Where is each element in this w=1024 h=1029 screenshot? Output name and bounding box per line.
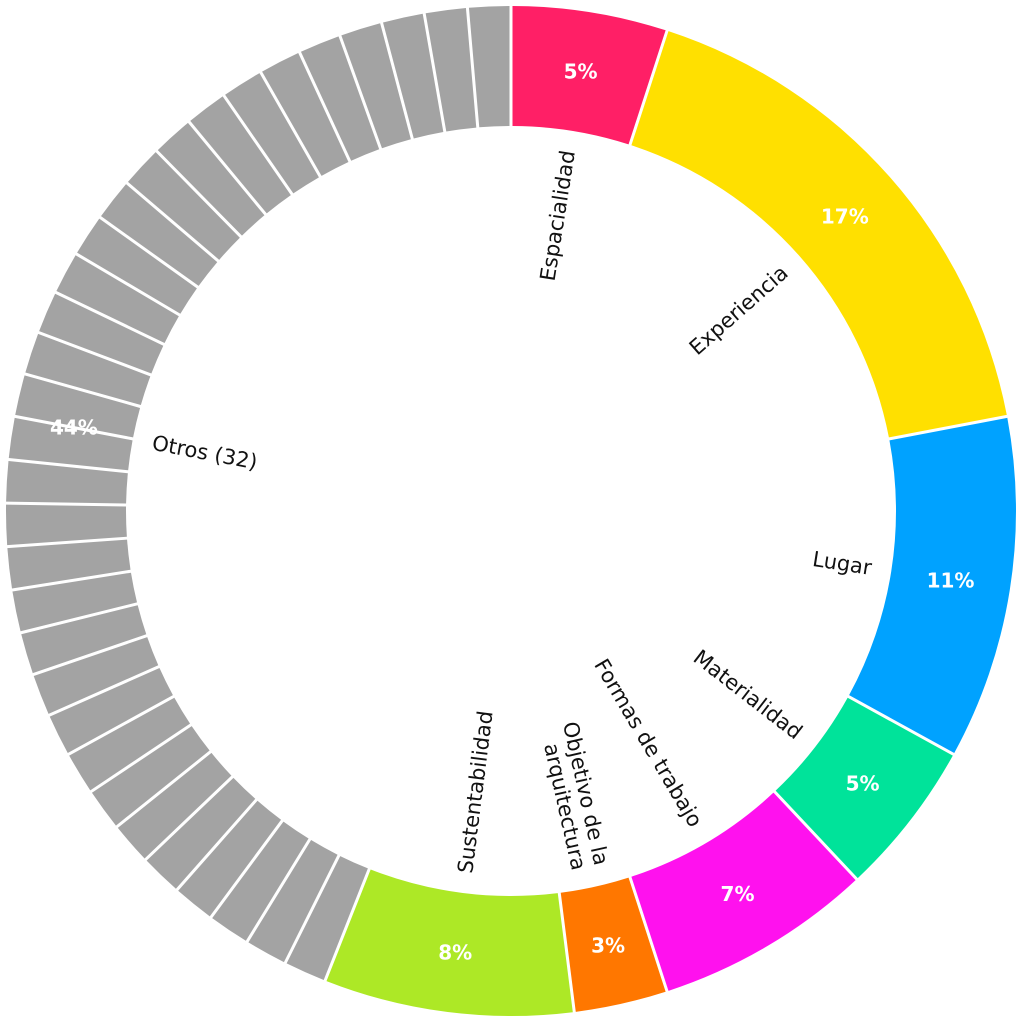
slice-otros-32-segment [49,668,173,753]
slice-otros-32-segment [77,218,197,314]
slice-otros-32-segment [425,8,477,132]
value-label-formas-de-trabajo: 7% [721,882,755,906]
slice-experiencia [631,31,1007,438]
value-label-otros-32: 44% [50,416,98,440]
slice-otros-32-segment [178,800,282,917]
slice-formas-de-trabajo-arc [631,792,856,991]
category-label-formas-de-trabajo: Formas de trabajo [589,655,707,832]
slice-otros-32-segment [5,504,127,546]
slice-otros-32-segment [69,697,191,791]
slice-espacialidad [512,6,666,145]
category-label-sustentabilidad: Sustentabilidad [453,709,497,874]
category-label-objetivo-de-la-arquitectura: Objetivo de laarquitectura [535,719,613,872]
slice-otros-32-segment [225,73,319,194]
value-label-sustentabilidad: 8% [438,940,472,964]
slice-otros-32-segment [262,53,349,176]
slice-formas-de-trabajo [631,792,856,991]
slice-otros-32-segment [286,856,368,980]
slice-experiencia-arc [631,31,1007,438]
slice-sustentabilidad [326,869,573,1017]
slice-otros-32-segment [21,605,147,674]
slice-otros-32-segment [33,637,159,714]
slice-otros-32-segment [12,572,137,632]
slice-otros-32-segment [127,152,240,260]
slice-otros-32-segment [7,539,131,589]
value-label-lugar: 11% [927,569,975,593]
slice-materialidad-arc [775,697,953,879]
slice-otros-32-segment [468,6,510,128]
slice-otros-32-segment [91,726,210,826]
slice-otros-32-segment [212,821,309,941]
slice-otros-32-segment [39,293,164,374]
slice-otros-32-segment [8,417,133,471]
value-label-espacialidad: 5% [564,59,598,83]
category-label-espacialidad: Espacialidad [536,149,580,283]
value-label-materialidad: 5% [846,772,880,796]
slice-otros-32-segment [341,23,411,149]
slice-otros-32-segment [157,122,265,236]
slice-sustentabilidad-arc [326,869,573,1017]
slice-objetivo-de-la-arquitectura-arc [560,877,666,1012]
category-label-otros-32: Otros (32) [150,431,259,475]
slice-otros-32-segment [300,36,380,161]
slice-materialidad [775,697,953,879]
value-label-experiencia: 17% [821,205,869,229]
slice-espacialidad-arc [512,6,666,145]
slice-otros-32-segment [101,184,218,286]
slice-otros-32-segment [15,375,141,438]
slice-otros-32-segment [117,752,232,859]
slice-otros-32-segment [146,777,256,889]
slice-lugar [849,417,1016,753]
slice-otros-32-segment [190,96,291,214]
slice-lugar-arc [849,417,1016,753]
category-label-lugar: Lugar [811,547,874,580]
slice-otros-32-segment [56,255,179,343]
slice-otros-32-segment [6,461,128,504]
slice-otros-32-segment [25,333,151,406]
slice-otros-32-segment [383,13,444,139]
category-label-materialidad: Materialidad [689,645,807,744]
value-label-objetivo-de-la-arquitectura: 3% [591,933,625,957]
slice-otros-32-segment [248,840,338,963]
category-label-experiencia: Experiencia [685,261,793,360]
slice-otros-32 [5,6,510,980]
slice-objetivo-de-la-arquitectura [560,877,666,1012]
